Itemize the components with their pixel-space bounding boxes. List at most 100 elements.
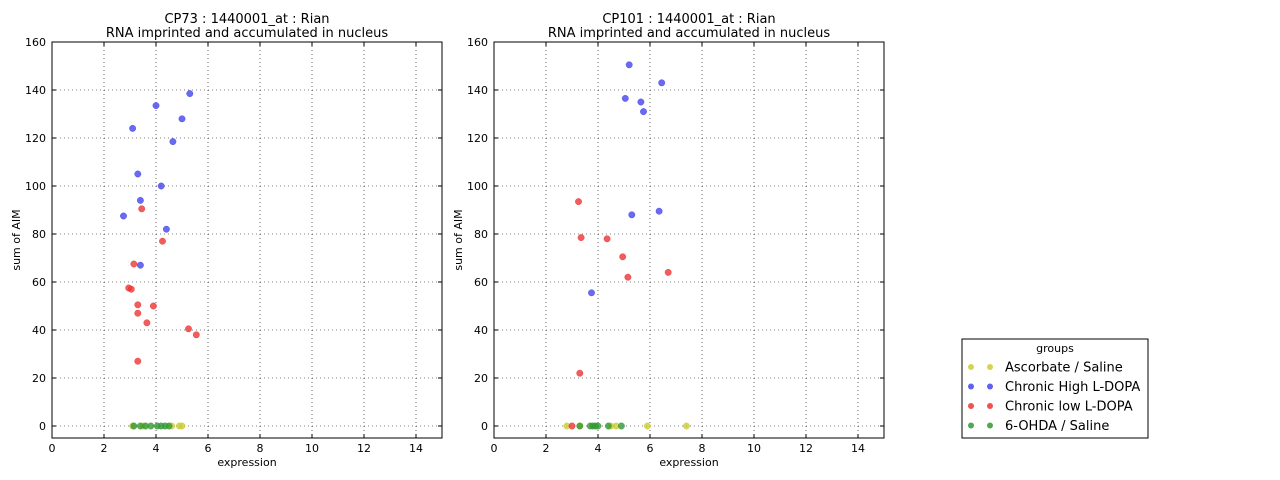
y-tick-label: 120 xyxy=(25,132,46,145)
x-tick-label: 2 xyxy=(101,442,108,455)
point-chronic-low-l-dopa xyxy=(575,198,582,206)
x-tick-label: 6 xyxy=(647,442,654,455)
legend-items: Ascorbate / Saline Chronic High L-DOPA Chr… xyxy=(968,361,1140,434)
point-6-ohda-saline xyxy=(617,422,625,430)
legend-title: groups xyxy=(1036,342,1074,355)
y-tick-label: 0 xyxy=(481,420,488,433)
point-6-ohda-saline xyxy=(147,422,155,430)
chart-subtitle: RNA imprinted and accumulated in nucleus xyxy=(106,26,388,41)
x-tick-label: 14 xyxy=(851,442,865,455)
x-tick-label: 8 xyxy=(257,442,264,455)
point-chronic-high-l-dopa xyxy=(129,124,137,132)
x-axis-label: expression xyxy=(659,456,718,469)
point-chronic-low-l-dopa xyxy=(185,325,192,333)
point-chronic-low-l-dopa xyxy=(603,235,611,243)
point-chronic-low-l-dopa xyxy=(138,205,146,213)
x-tick-label: 8 xyxy=(699,442,706,455)
y-tick-label: 20 xyxy=(32,372,46,385)
y-tick-label: 100 xyxy=(467,180,488,193)
y-tick-label: 60 xyxy=(32,276,46,289)
y-tick-label: 120 xyxy=(467,132,488,145)
x-tick-label: 4 xyxy=(153,442,160,455)
point-chronic-high-l-dopa xyxy=(136,196,144,204)
point-chronic-high-l-dopa xyxy=(658,79,666,87)
x-tick-label: 0 xyxy=(49,442,56,455)
x-tick-label: 0 xyxy=(491,442,498,455)
point-chronic-low-l-dopa xyxy=(577,234,585,242)
point-6-ohda-saline xyxy=(576,422,584,430)
legend-marker xyxy=(987,422,993,429)
point-6-ohda-saline xyxy=(604,422,612,430)
grid-lines xyxy=(52,42,442,438)
point-chronic-high-l-dopa xyxy=(157,182,165,190)
x-tick-label: 12 xyxy=(357,442,371,455)
point-chronic-low-l-dopa xyxy=(576,369,584,377)
point-6-ohda-saline xyxy=(130,422,138,430)
point-chronic-high-l-dopa xyxy=(162,225,170,233)
point-chronic-high-l-dopa xyxy=(152,102,160,110)
legend-label: 6-OHDA / Saline xyxy=(1005,419,1109,434)
point-chronic-high-l-dopa xyxy=(640,108,647,116)
y-tick-label: 140 xyxy=(467,84,488,97)
y-axis-label: sum of AIM xyxy=(10,209,23,270)
data-points xyxy=(563,61,690,430)
point-6-ohda-saline xyxy=(594,422,602,430)
point-chronic-low-l-dopa xyxy=(134,309,142,317)
x-tick-label: 12 xyxy=(799,442,813,455)
point-chronic-high-l-dopa xyxy=(628,211,636,219)
y-tick-label: 80 xyxy=(32,228,46,241)
point-chronic-high-l-dopa xyxy=(120,212,127,220)
point-ascorbate-saline xyxy=(643,422,651,430)
point-chronic-low-l-dopa xyxy=(664,268,672,276)
y-tick-label: 160 xyxy=(25,36,46,49)
point-chronic-high-l-dopa xyxy=(625,61,633,69)
y-tick-label: 140 xyxy=(25,84,46,97)
x-tick-label: 10 xyxy=(305,442,319,455)
point-chronic-high-l-dopa xyxy=(621,94,629,102)
legend: groups Ascorbate / Saline Chronic High L-… xyxy=(961,338,1149,439)
point-chronic-low-l-dopa xyxy=(159,237,166,245)
legend-label: Ascorbate / Saline xyxy=(1005,361,1123,376)
data-points xyxy=(120,90,200,430)
legend-label: Chronic low L-DOPA xyxy=(1005,400,1133,415)
grid-lines xyxy=(494,42,884,438)
point-chronic-high-l-dopa xyxy=(588,289,595,297)
y-tick-label: 160 xyxy=(467,36,488,49)
point-chronic-low-l-dopa xyxy=(143,319,151,327)
x-axis-label: expression xyxy=(217,456,276,469)
chart-title: CP73 : 1440001_at : Rian xyxy=(164,12,329,27)
x-tick-label: 14 xyxy=(409,442,423,455)
x-tick-label: 10 xyxy=(747,442,761,455)
legend-marker xyxy=(968,422,974,429)
point-chronic-low-l-dopa xyxy=(192,331,200,339)
legend-box xyxy=(961,338,1149,439)
legend-marker xyxy=(968,383,974,390)
point-chronic-low-l-dopa xyxy=(130,260,138,268)
chart-panel-cp101: CP101 : 1440001_at : Rian RNA imprinted … xyxy=(452,12,885,469)
chart-title: CP101 : 1440001_at : Rian xyxy=(602,12,775,27)
point-ascorbate-saline xyxy=(682,422,690,430)
point-chronic-low-l-dopa xyxy=(619,253,627,261)
y-tick-label: 100 xyxy=(25,180,46,193)
point-chronic-high-l-dopa xyxy=(637,98,645,106)
y-axis-label: sum of AIM xyxy=(452,209,465,270)
point-chronic-high-l-dopa xyxy=(186,90,194,98)
y-tick-label: 40 xyxy=(474,324,488,337)
legend-marker xyxy=(987,383,993,390)
legend-marker xyxy=(987,364,993,370)
plot-frame xyxy=(51,41,443,439)
y-tick-label: 20 xyxy=(474,372,488,385)
plot-frame xyxy=(493,41,885,439)
point-chronic-low-l-dopa xyxy=(134,357,142,365)
point-chronic-high-l-dopa xyxy=(655,207,663,215)
y-tick-label: 60 xyxy=(474,276,488,289)
legend-marker xyxy=(987,403,993,409)
x-tick-label: 6 xyxy=(205,442,212,455)
point-chronic-low-l-dopa xyxy=(568,422,576,430)
legend-marker xyxy=(968,403,974,409)
point-chronic-low-l-dopa xyxy=(624,273,632,281)
point-chronic-low-l-dopa xyxy=(149,302,157,310)
